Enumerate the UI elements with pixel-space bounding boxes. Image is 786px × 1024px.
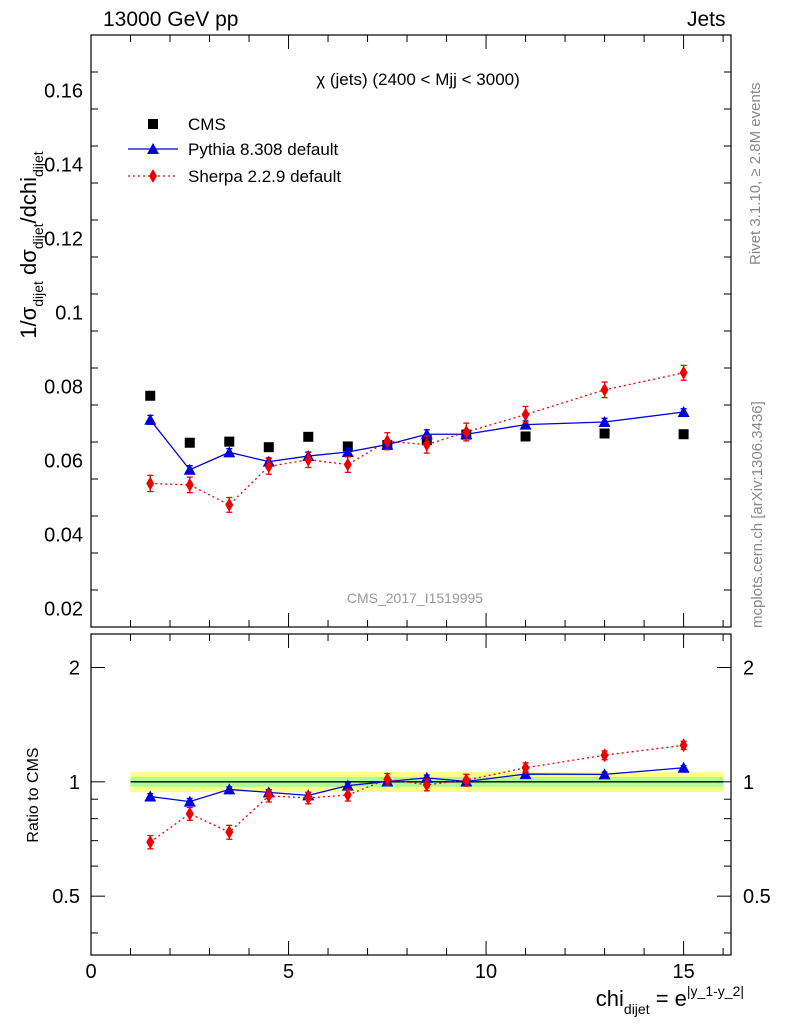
main-pythia-line (149, 411, 684, 471)
y-tick-label: 0.02 (44, 599, 83, 621)
main-cms-point (678, 429, 689, 440)
main-pythia-point (598, 416, 611, 428)
legend-pythia-marker (147, 143, 159, 154)
ratio-sherpa-point (383, 772, 392, 787)
ratio-sherpa-point (264, 788, 273, 803)
ratio-sherpa-point (462, 773, 471, 788)
main-cms-point (145, 390, 156, 401)
legend-sherpa-marker (149, 169, 157, 183)
ratio-sherpa-point (422, 777, 431, 792)
y-tick-label: 0.08 (44, 377, 83, 399)
y-tick-label: 0.16 (44, 81, 83, 103)
x-tick-label: 10 (475, 961, 497, 983)
ratio-y-tick-label: 2 (69, 657, 80, 679)
main-sherpa-point (383, 434, 392, 449)
main-pythia-point (183, 463, 196, 475)
process-label: Jets (687, 8, 726, 31)
ratio-pythia-point (144, 790, 157, 802)
main-cms-point (263, 442, 274, 453)
ratio-plot-frame (90, 633, 732, 956)
main-pythia-point (341, 445, 354, 457)
legend-label: Sherpa 2.2.9 default (188, 167, 341, 186)
main-sherpa-point (225, 497, 234, 512)
legend-label: Pythia 8.308 default (188, 140, 339, 159)
ratio-sherpa-point (185, 806, 194, 821)
x-tick-label: 0 (85, 961, 96, 983)
y-tick-label: 0.14 (44, 155, 83, 177)
ratio-pythia-point (598, 768, 611, 780)
ratio-pythia-point (677, 761, 690, 773)
ratio-sherpa-point (521, 760, 530, 775)
analysis-watermark: CMS_2017_I1519995 (347, 590, 483, 606)
ratio-sherpa-point (679, 738, 688, 753)
ratio-y-tick-label-right: 2 (743, 657, 754, 679)
main-sherpa-point (343, 457, 352, 472)
beam-energy-label: 13000 GeV pp (103, 8, 239, 31)
y-tick-label: 0.04 (44, 525, 83, 547)
main-cms-point (184, 437, 195, 448)
ratio-sherpa-point (600, 748, 609, 763)
legend-label: CMS (188, 115, 226, 134)
x-tick-label: 5 (283, 961, 294, 983)
main-pythia-point (519, 418, 532, 430)
main-pythia-point (677, 406, 690, 418)
ratio-sherpa-point (304, 790, 313, 805)
ratio-pythia-point (420, 771, 433, 783)
main-sherpa-line (150, 372, 684, 506)
main-cms-point (599, 428, 610, 439)
main-pythia-point (223, 446, 236, 458)
main-pythia-point (144, 413, 157, 425)
main-sherpa-point (679, 365, 688, 380)
y-tick-label: 0.06 (44, 451, 83, 473)
y-axis-title: 1/σdijet dσdijet/dchidijet (16, 151, 46, 339)
ratio-sherpa-point (146, 835, 155, 850)
ratio-y-tick-label: 1 (69, 772, 80, 794)
y-tick-label: 0.12 (44, 229, 83, 251)
main-sherpa-point (422, 437, 431, 452)
x-tick-label: 15 (672, 961, 694, 983)
main-sherpa-point (600, 382, 609, 397)
legend-cms-marker (148, 119, 158, 129)
main-sherpa-point (304, 452, 313, 467)
ratio-sherpa-point (343, 788, 352, 803)
ratio-pythia-point (183, 795, 196, 807)
main-sherpa-point (264, 459, 273, 474)
ratio-y-tick-label: 0.5 (52, 886, 80, 908)
main-cms-point (303, 431, 314, 442)
ratio-pythia-point (223, 783, 236, 795)
ratio-sherpa-line (149, 744, 684, 843)
main-sherpa-point (462, 425, 471, 440)
main-plot-frame (90, 34, 732, 628)
main-sherpa-point (146, 476, 155, 491)
plot-title: χ (jets) (2400 < Mjj < 3000) (316, 70, 520, 89)
ratio-y-axis-title: Ratio to CMS (25, 747, 42, 842)
y-tick-label: 0.1 (55, 303, 83, 325)
x-axis-title: chidijet = e|y_1-y_2| (596, 983, 744, 1017)
ratio-pythia-line (150, 767, 684, 803)
ratio-pythia-point (341, 779, 354, 791)
main-cms-point (224, 436, 235, 447)
main-cms-point (520, 431, 531, 442)
ratio-y-tick-label-right: 1 (743, 772, 754, 794)
ratio-y-tick-label-right: 0.5 (743, 886, 771, 908)
ratio-sherpa-point (225, 825, 234, 840)
main-sherpa-point (521, 407, 530, 422)
main-sherpa-point (185, 477, 194, 492)
